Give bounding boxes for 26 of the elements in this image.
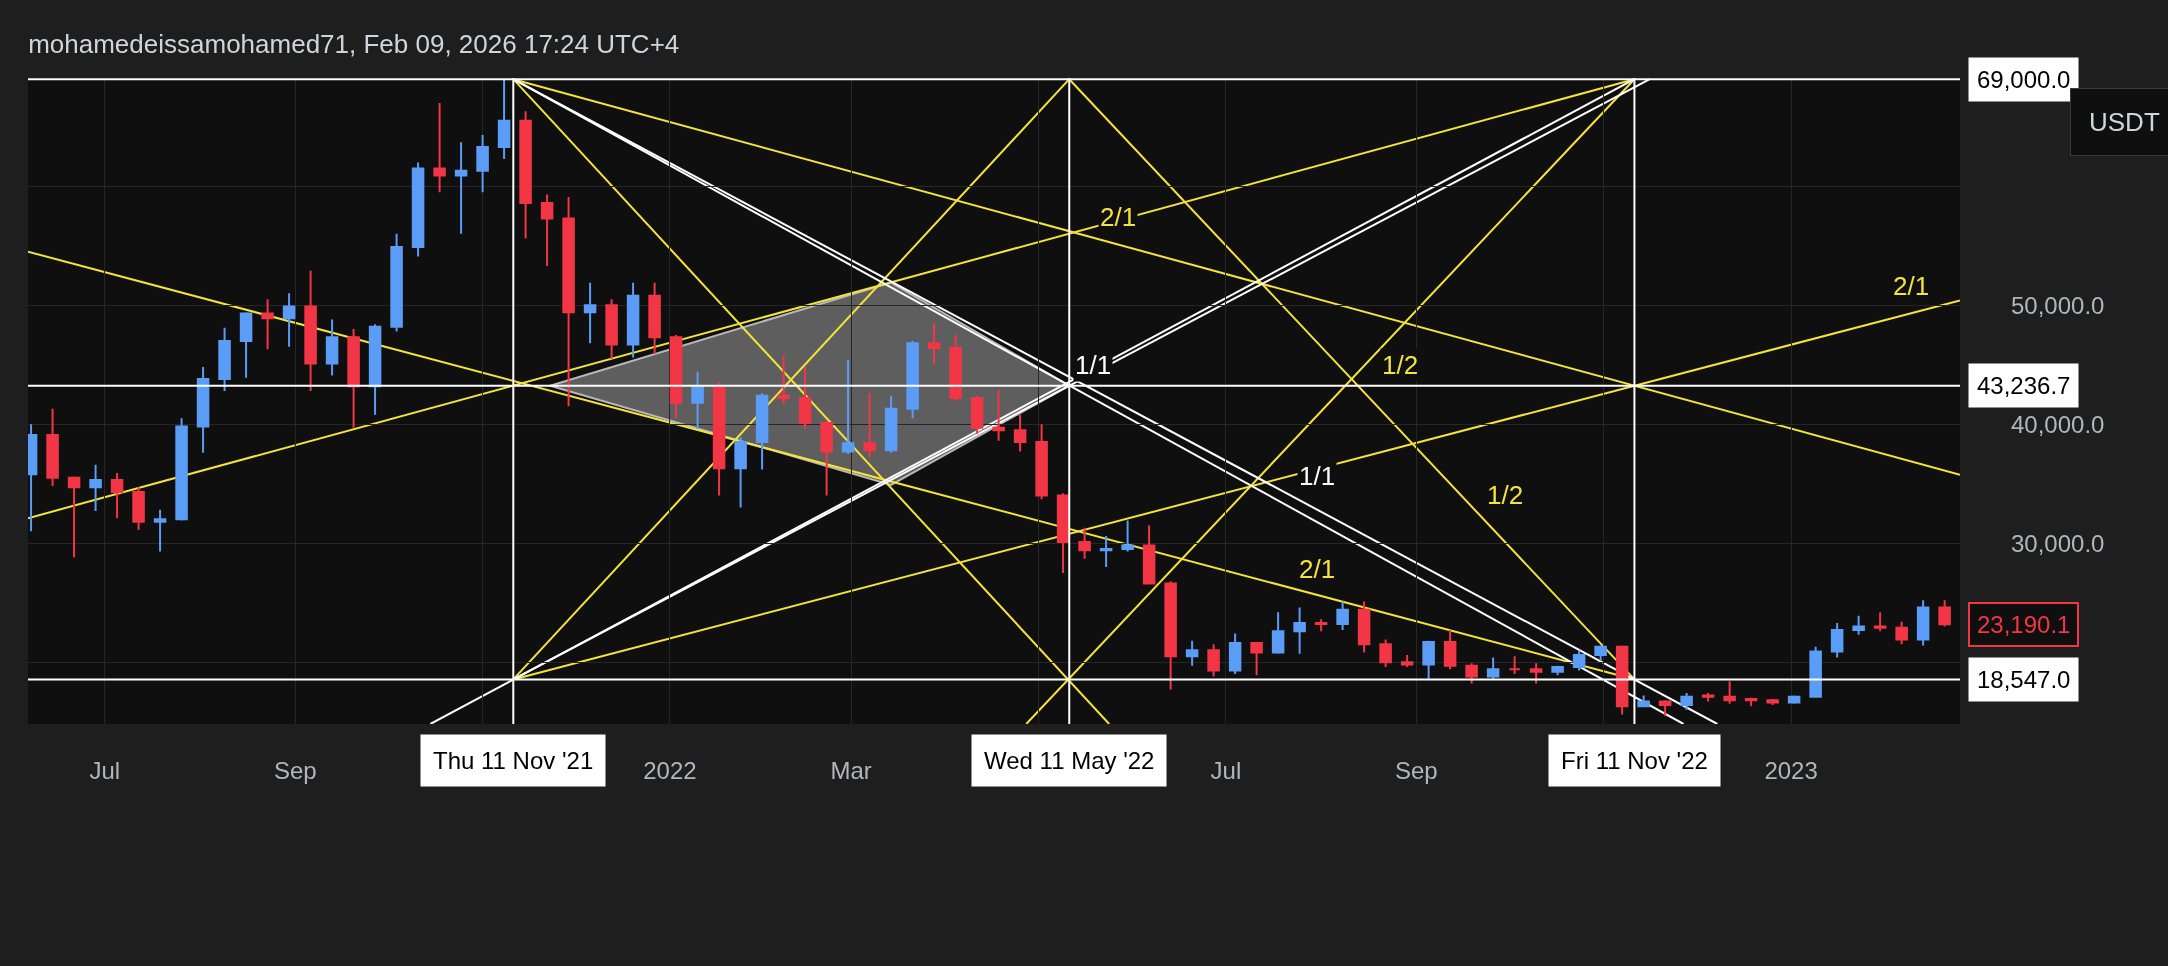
ref-line-label: 43,236.7 [1977,372,2071,399]
x-tick-label: Jul [1210,757,1242,784]
x-tick-label: Mar [830,757,872,784]
x-tick-label: 2022 [643,757,697,784]
x-tick-label: 2023 [1764,757,1818,784]
chart-title: mohamedeissamohamed71, Feb 09, 2026 17:24 UTC+4 [28,28,680,59]
annotation: 1/2 [1382,350,1419,380]
ref-line-label: 69,000.0 [1977,66,2071,93]
annotation: 2/1 [1100,202,1137,232]
ref-line-label: Thu 11 Nov '21 [433,747,594,774]
annotation: 1/2 [1487,480,1524,510]
ref-line-label: Fri 11 Nov '22 [1561,747,1708,774]
y-tick-label: 40,000.0 [2011,410,2105,438]
ref-line-label: 18,547.0 [1977,666,2071,693]
annotation: 2/1 [1893,271,1930,301]
x-tick-label: Sep [273,757,317,784]
x-tick-label: Jul [89,757,121,784]
annotation: 23,190.1 [1977,611,2071,638]
y-tick-label: 30,000.0 [2011,529,2105,557]
annotation: 2/1 [1299,554,1336,584]
y-tick-label: 50,000.0 [2011,291,2105,319]
annotation: 1/1 [1075,350,1112,380]
ref-line-label: Wed 11 May '22 [984,747,1155,774]
text: USDT [2089,107,2160,137]
x-tick-label: Sep [1394,757,1438,784]
annotation: 1/1 [1299,461,1336,491]
